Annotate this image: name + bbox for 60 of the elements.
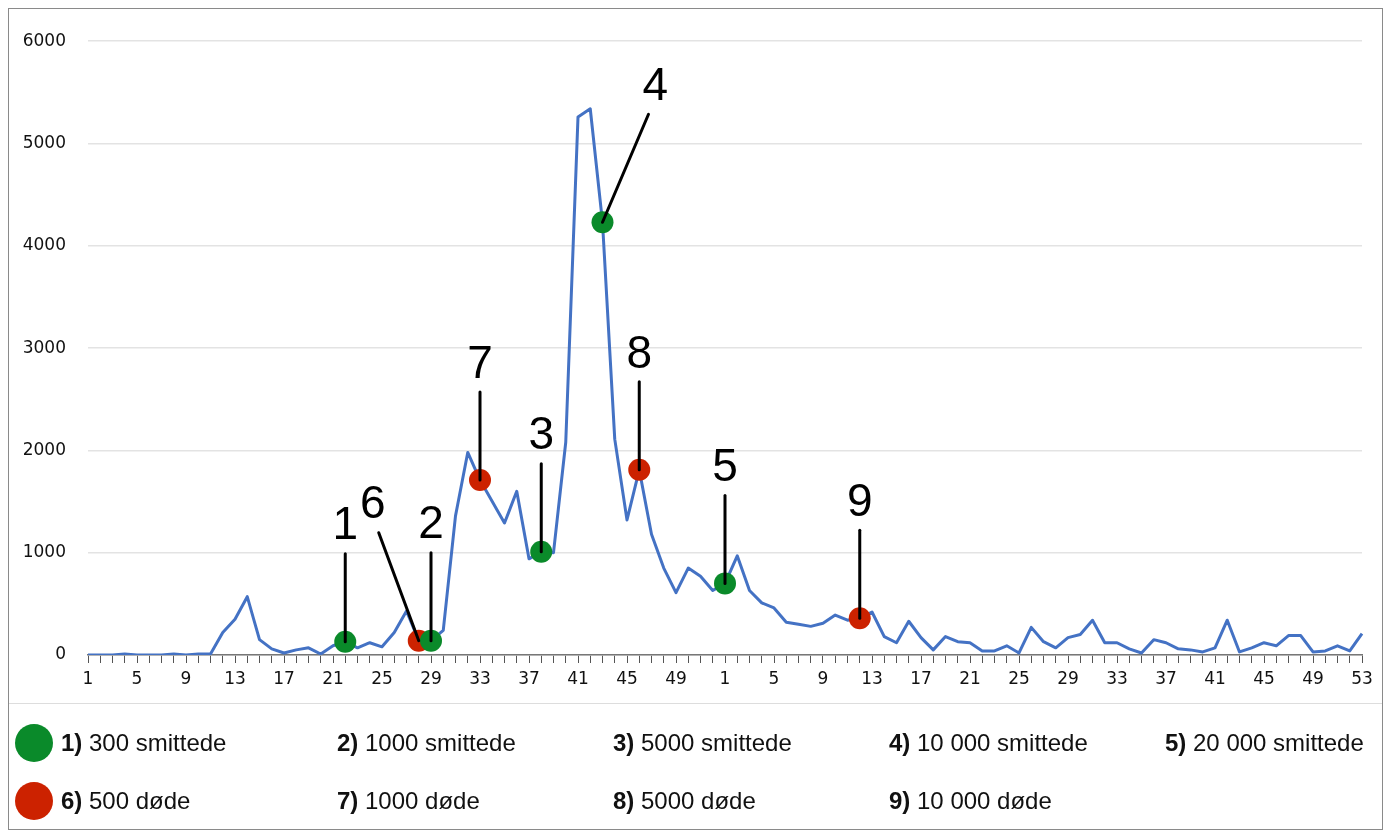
y-tick-label: 0 — [55, 643, 66, 664]
x-tick-label: 49 — [1302, 667, 1324, 688]
point — [628, 458, 651, 481]
series-label: 7 — [467, 335, 493, 388]
point — [591, 211, 614, 234]
x-tick-label: 33 — [469, 667, 491, 688]
x-tick-label: 49 — [665, 667, 687, 688]
point — [714, 572, 736, 595]
series-label: 5 — [712, 439, 738, 492]
point — [848, 607, 871, 630]
x-tick-label: 37 — [1155, 667, 1177, 688]
text: 7) 1000 døde — [337, 787, 481, 815]
text: 3) 5000 smittede — [613, 729, 793, 757]
text: 4) 10 000 smittede — [889, 729, 1089, 757]
text: 1) 300 smittede — [61, 729, 228, 757]
x-tick-label: 17 — [910, 667, 932, 688]
x-tick-label: 41 — [1204, 667, 1226, 688]
point — [530, 540, 553, 563]
x-tick-label: 1 — [82, 667, 94, 688]
y-tick-label: 3000 — [22, 336, 66, 357]
y-tick-label: 5000 — [22, 131, 66, 152]
x-tick-label: 21 — [959, 667, 981, 688]
series-label: 1 — [332, 497, 359, 550]
series-label: 9 — [846, 473, 873, 526]
x-tick-label: 45 — [1253, 667, 1275, 688]
text: 2) 1000 smittede — [337, 729, 517, 757]
x-tick-label: 13 — [861, 667, 883, 688]
x-tick-label: 53 — [1351, 667, 1373, 688]
y-tick-label: 1000 — [22, 541, 66, 562]
x-tick-label: 13 — [224, 667, 246, 688]
text: 5) 20 000 smittede — [1165, 729, 1365, 757]
x-tick-label: 29 — [1057, 667, 1079, 688]
text: 6 — [359, 476, 386, 529]
x-tick-label: 37 — [518, 667, 540, 688]
text: 8) 5000 døde — [613, 787, 757, 815]
point — [469, 469, 491, 492]
x-tick-label: 9 — [817, 667, 829, 688]
x-tick-label: 25 — [1008, 667, 1030, 688]
x-tick-label: 45 — [616, 667, 638, 688]
point — [334, 630, 357, 653]
text: 6) 500 døde — [61, 787, 192, 815]
series-label: 3 — [528, 407, 555, 460]
x-tick-label: 1 — [719, 667, 731, 688]
y-tick-label: 4000 — [22, 234, 66, 255]
x-tick-label: 5 — [768, 667, 780, 688]
x-tick-label: 5 — [131, 667, 143, 688]
point — [420, 629, 442, 652]
text: 4 — [642, 57, 669, 110]
x-tick-label: 21 — [322, 667, 344, 688]
y-tick-label: 2000 — [22, 438, 66, 459]
x-tick-label: 9 — [180, 667, 192, 688]
x-tick-label: 41 — [567, 667, 589, 688]
series-label: 8 — [626, 325, 653, 378]
x-tick-label: 17 — [273, 667, 295, 688]
series-label: 2 — [418, 496, 444, 549]
x-tick-label: 25 — [371, 667, 393, 688]
x-tick-label: 33 — [1106, 667, 1128, 688]
x-tick-label: 29 — [420, 667, 442, 688]
y-tick-label: 6000 — [22, 29, 66, 50]
text: 9) 10 000 døde — [889, 787, 1053, 815]
